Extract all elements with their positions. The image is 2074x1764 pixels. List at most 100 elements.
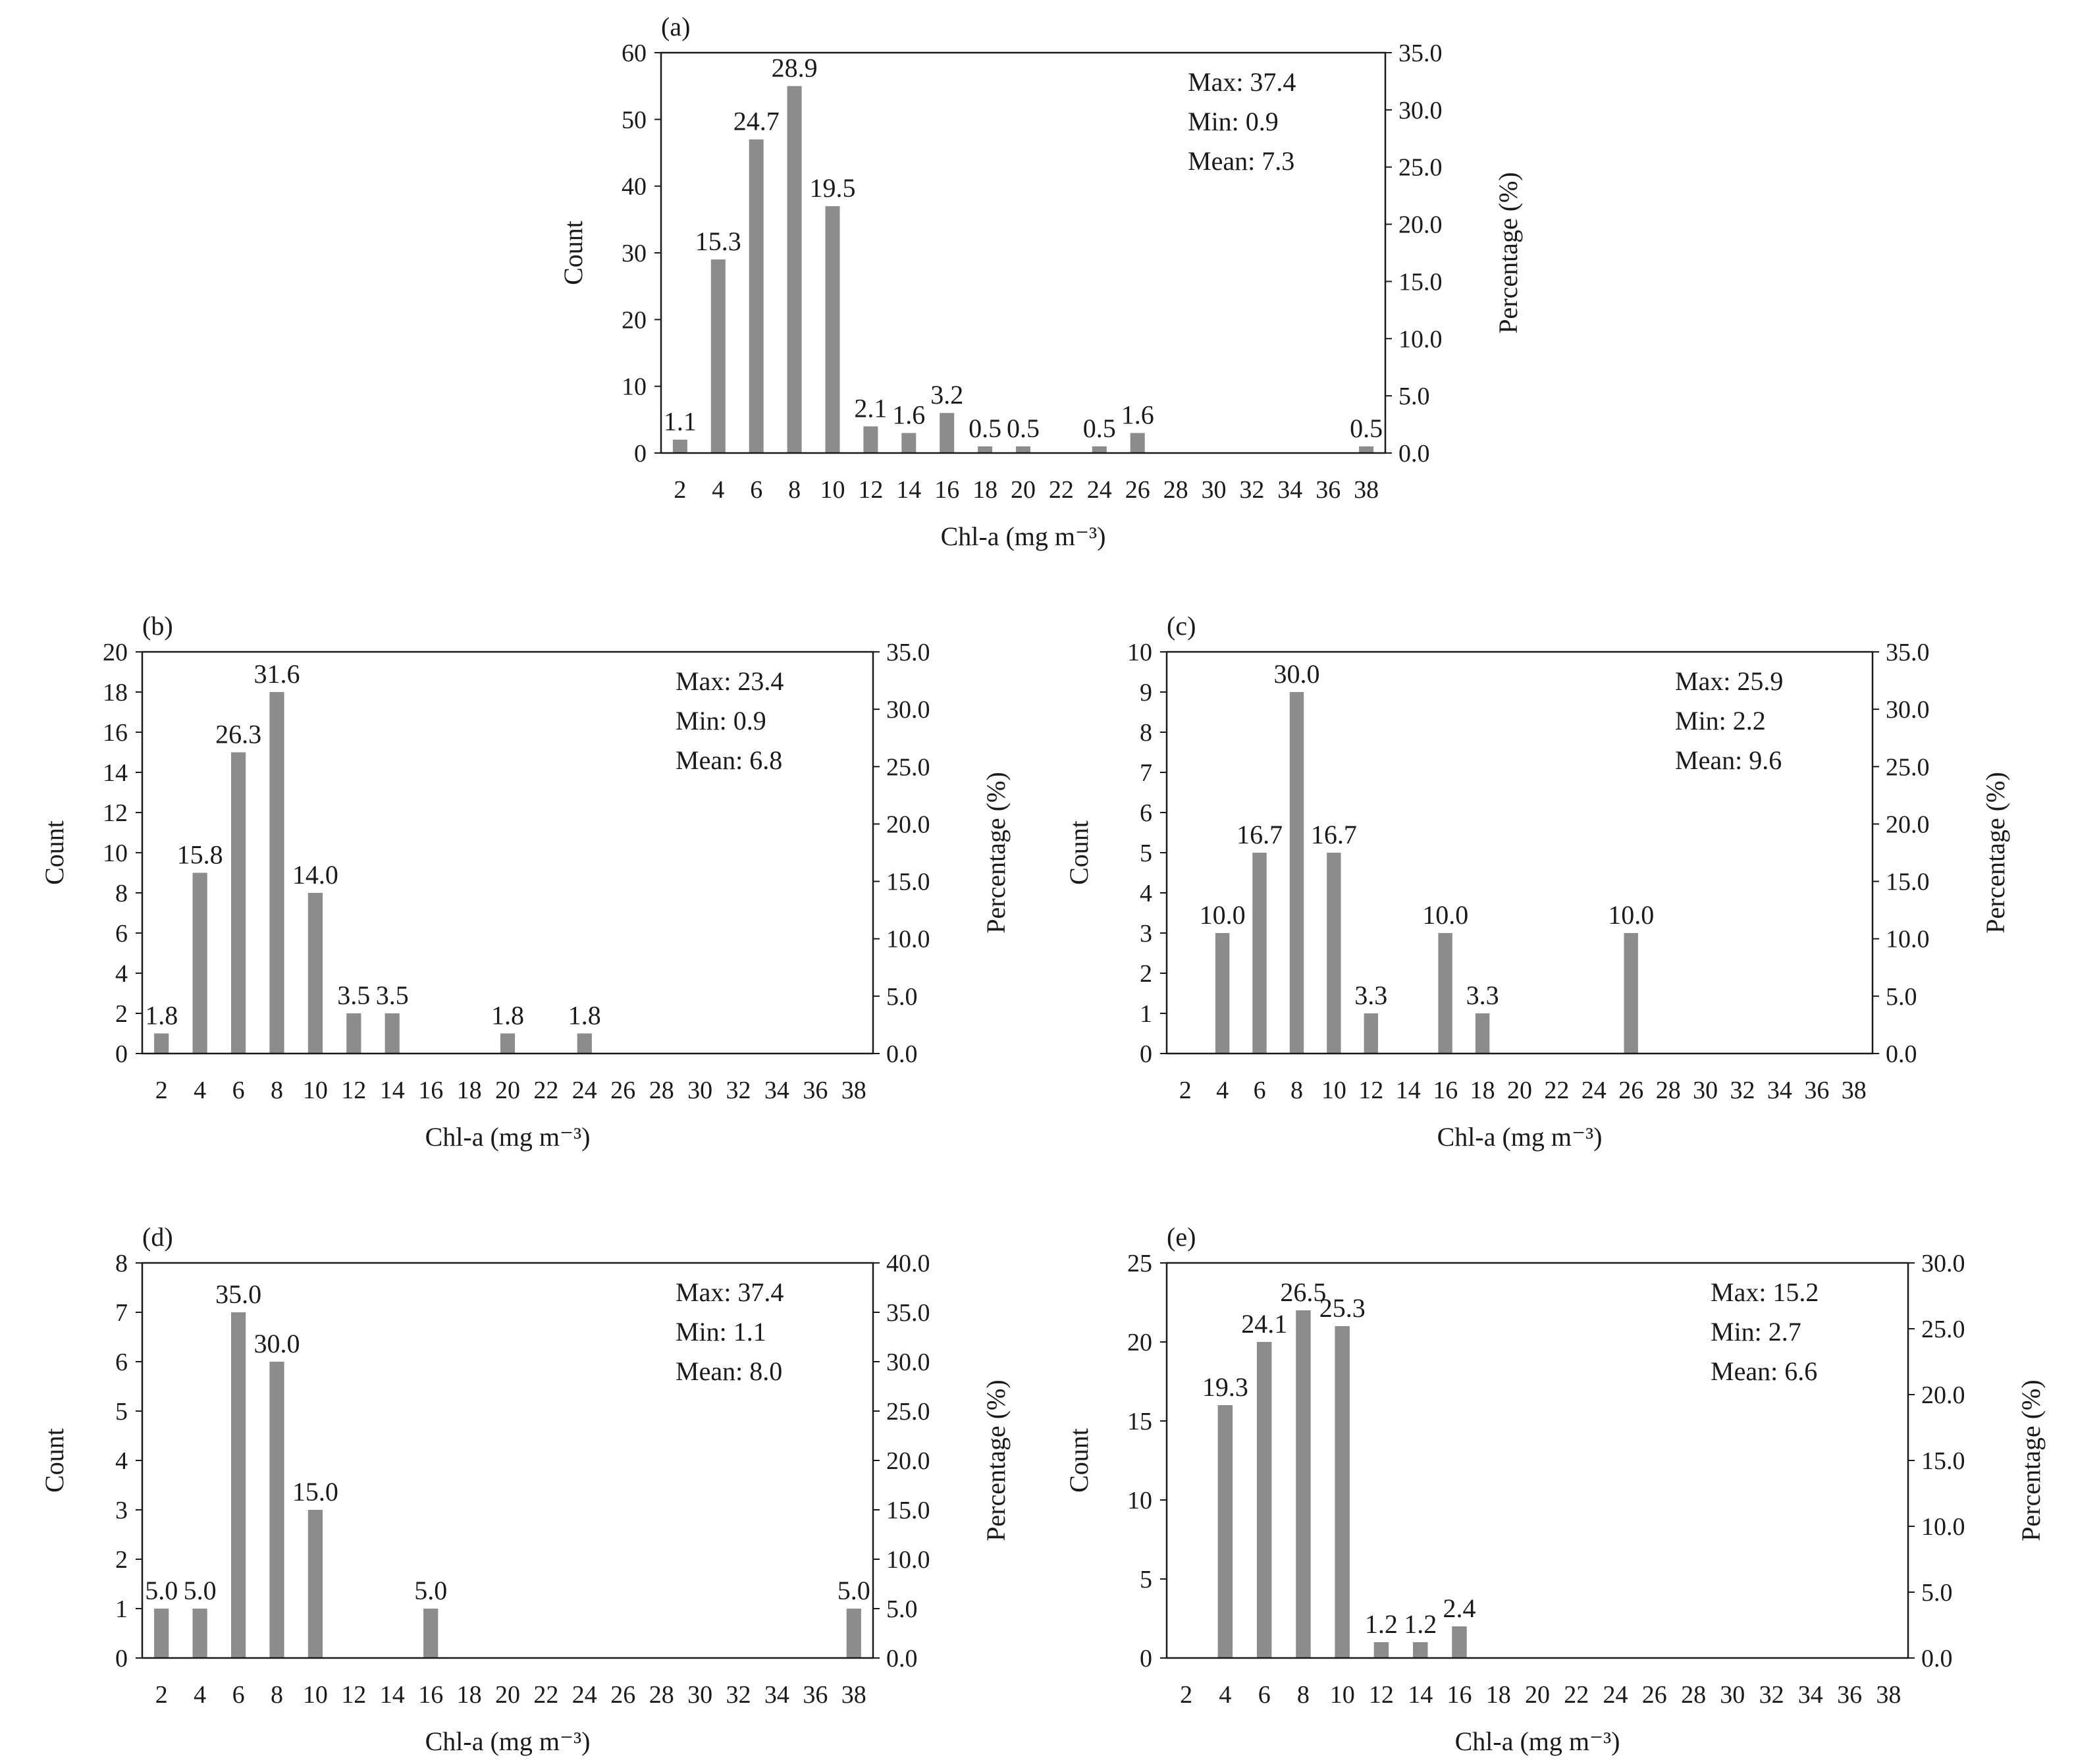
bar-percent-label: 30.0 — [254, 1329, 300, 1358]
y2-tick-label: 35.0 — [886, 1299, 930, 1327]
bar-percent-label: 26.5 — [1280, 1277, 1326, 1307]
bar — [231, 752, 246, 1054]
x-tick-label: 18 — [1486, 1681, 1511, 1709]
bar — [863, 426, 878, 453]
stat-line: Min: 2.7 — [1711, 1317, 1801, 1347]
x-tick-label: 18 — [1470, 1077, 1495, 1104]
y-tick-label: 60 — [622, 40, 647, 67]
y2-tick-label: 0.0 — [886, 1040, 918, 1068]
stat-line: Max: 23.4 — [676, 666, 784, 696]
x-tick-label: 22 — [1544, 1077, 1569, 1104]
x-tick-label: 18 — [457, 1681, 482, 1709]
bar-percent-label: 0.5 — [969, 414, 1001, 443]
y-axis-title: Count — [558, 221, 588, 285]
x-tick-label: 8 — [1297, 1681, 1310, 1709]
bar-percent-label: 5.0 — [145, 1576, 178, 1605]
y-tick-label: 10 — [103, 840, 128, 867]
y2-tick-label: 15.0 — [886, 1497, 930, 1524]
bar-percent-label: 3.3 — [1466, 980, 1499, 1010]
y2-tick-label: 10.0 — [886, 1546, 930, 1574]
x-tick-label: 10 — [1321, 1077, 1346, 1104]
bar-percent-label: 26.3 — [215, 720, 261, 749]
y2-tick-label: 30.0 — [886, 696, 930, 724]
bar — [1373, 1642, 1389, 1658]
bar — [672, 439, 687, 453]
bar-percent-label: 3.5 — [376, 980, 409, 1010]
x-tick-label: 24 — [572, 1077, 597, 1104]
x-tick-label: 10 — [820, 476, 845, 504]
bar — [423, 1609, 439, 1658]
bar-percent-label: 0.5 — [1007, 414, 1040, 443]
bar — [1335, 1326, 1350, 1658]
bar — [1296, 1310, 1311, 1658]
bar-percent-label: 28.9 — [772, 53, 818, 83]
bar — [1475, 1013, 1490, 1054]
bar — [710, 259, 726, 453]
x-tick-label: 30 — [1693, 1077, 1718, 1104]
y2-tick-label: 0.0 — [1886, 1040, 1917, 1068]
bar-percent-label: 10.0 — [1422, 900, 1468, 930]
bar — [940, 413, 955, 453]
bar — [1130, 433, 1145, 453]
y2-tick-label: 20.0 — [1398, 211, 1443, 239]
x-tick-label: 34 — [1767, 1077, 1792, 1104]
bar-percent-label: 24.7 — [733, 107, 780, 136]
y-tick-label: 10 — [1127, 1487, 1152, 1514]
x-tick-label: 38 — [841, 1077, 866, 1104]
bar — [154, 1609, 169, 1658]
x-tick-label: 24 — [572, 1681, 597, 1709]
y2-tick-label: 30.0 — [1921, 1250, 1965, 1277]
bar — [346, 1013, 361, 1054]
chart-panel-a: 1.115.324.728.919.52.1 1.63.20.5 0.5 0.5 1.6… — [558, 12, 1523, 551]
x-tick-label: 12 — [341, 1681, 366, 1709]
y-tick-label: 0 — [115, 1040, 128, 1068]
y-tick-label: 4 — [115, 960, 128, 988]
bar — [846, 1609, 861, 1658]
plot-frame — [1165, 651, 1874, 1055]
bar — [269, 1362, 284, 1658]
y-tick-label: 40 — [622, 173, 647, 201]
stat-line: Mean: 7.3 — [1188, 146, 1294, 176]
stat-line: Min: 0.9 — [676, 706, 766, 735]
x-tick-label: 4 — [194, 1077, 206, 1104]
x-tick-label: 12 — [858, 476, 883, 504]
y-tick-label: 20 — [1127, 1329, 1152, 1356]
x-tick-label: 26 — [1618, 1077, 1643, 1104]
x-tick-label: 26 — [1642, 1681, 1667, 1709]
y2-tick-label: 5.0 — [886, 1595, 918, 1623]
x-tick-label: 16 — [1433, 1077, 1458, 1104]
x-tick-label: 6 — [750, 476, 762, 504]
bar — [1438, 933, 1452, 1054]
bar — [385, 1013, 400, 1054]
x-tick-label: 6 — [1254, 1077, 1266, 1104]
y2-tick-label: 5.0 — [886, 983, 918, 1011]
bar — [825, 206, 840, 453]
x-tick-label: 2 — [155, 1077, 168, 1104]
bar-percent-label: 16.7 — [1311, 820, 1357, 849]
x-tick-label: 20 — [1507, 1077, 1532, 1104]
y2-tick-label: 0.0 — [1398, 440, 1430, 468]
x-tick-label: 24 — [1582, 1077, 1607, 1104]
chart-panel-d: 5.0 5.035.030.015.05.0 5.00123456780.05.01… — [40, 1222, 1011, 1756]
x-tick-label: 6 — [232, 1681, 245, 1709]
y-tick-label: 6 — [1140, 799, 1152, 827]
x-tick-label: 16 — [1447, 1681, 1472, 1709]
bar — [749, 139, 764, 453]
y-tick-label: 25 — [1127, 1250, 1152, 1277]
y-tick-label: 2 — [1140, 960, 1152, 988]
x-tick-label: 34 — [1798, 1681, 1823, 1709]
y2-tick-label: 10.0 — [1886, 926, 1930, 953]
y-tick-label: 7 — [115, 1299, 128, 1327]
y2-tick-label: 30.0 — [886, 1349, 930, 1376]
x-tick-label: 4 — [194, 1681, 206, 1709]
bar-percent-label: 1.2 — [1404, 1609, 1437, 1639]
y2-axis-title: Percentage (%) — [981, 1379, 1011, 1541]
chart-panel-c: 10.016.730.016.73.310.03.310.00123456789… — [1064, 611, 2010, 1152]
x-tick-label: 2 — [1180, 1681, 1192, 1709]
stat-line: Max: 25.9 — [1675, 666, 1783, 696]
bar-percent-label: 31.6 — [254, 659, 300, 689]
bar-percent-label: 5.0 — [414, 1576, 447, 1605]
y2-tick-label: 5.0 — [1886, 983, 1917, 1011]
x-tick-label: 14 — [380, 1077, 405, 1104]
